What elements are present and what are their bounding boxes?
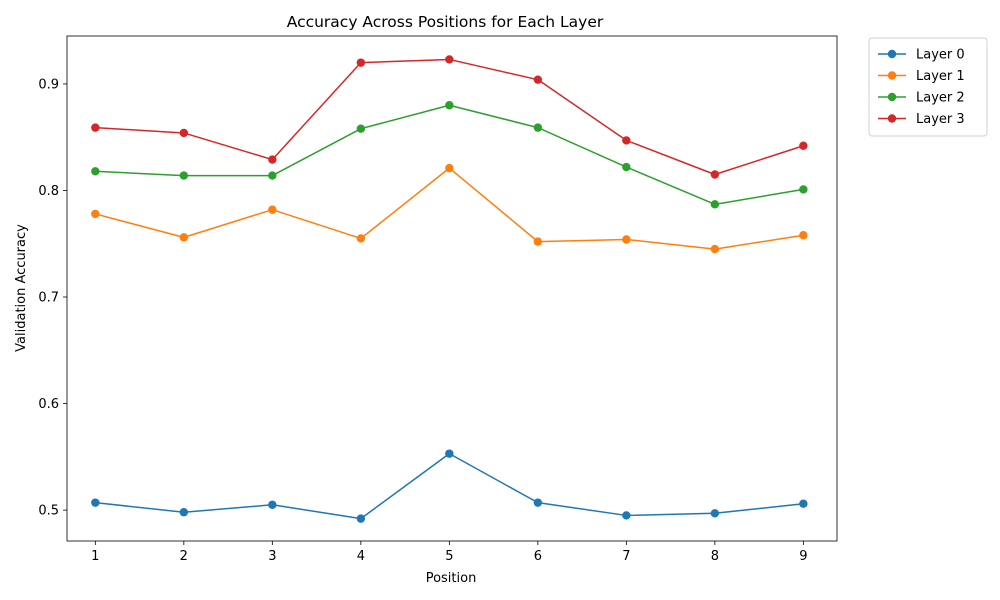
- data-point: [622, 511, 631, 520]
- legend-item: Layer 1: [878, 69, 965, 84]
- data-point: [799, 499, 808, 508]
- legend-swatch-marker: [887, 92, 897, 102]
- data-point: [179, 508, 189, 517]
- legend-swatch-marker: [887, 114, 897, 123]
- legend-box: [868, 37, 988, 137]
- legend-label: Layer 2: [916, 91, 965, 106]
- data-point: [533, 237, 543, 246]
- data-point: [268, 171, 277, 180]
- x-tick-label: 4: [357, 549, 365, 564]
- series-layer-0: [91, 449, 808, 523]
- data-point: [622, 136, 631, 145]
- x-tick-label: 1: [91, 549, 99, 564]
- data-point: [533, 75, 543, 84]
- legend-label: Layer 1: [916, 69, 965, 84]
- data-point: [445, 101, 454, 110]
- data-point: [356, 58, 366, 67]
- data-point: [445, 163, 454, 173]
- legend: Layer 0 Layer 1 Layer 2 Layer 3: [868, 37, 988, 137]
- series-layer-2: [91, 101, 808, 209]
- data-point: [799, 141, 808, 150]
- data-point: [91, 123, 100, 132]
- data-point: [91, 209, 100, 219]
- series-line: [95, 58, 804, 176]
- data-point: [710, 244, 720, 254]
- x-tick-label: 2: [180, 549, 188, 564]
- data-point: [533, 123, 543, 132]
- chart-title: Accuracy Across Positions for Each Layer: [287, 13, 604, 31]
- data-point: [179, 171, 189, 180]
- legend-label: Layer 3: [916, 112, 965, 127]
- x-tick-label: 3: [268, 549, 276, 564]
- x-axis-label: Position: [426, 571, 477, 586]
- series-line: [95, 104, 804, 206]
- data-point: [799, 231, 808, 240]
- data-point: [356, 234, 366, 243]
- data-point: [799, 185, 808, 194]
- data-point: [445, 449, 454, 458]
- legend-swatch-marker: [887, 49, 897, 59]
- y-axis-label: Validation Accuracy: [14, 224, 29, 352]
- series-layer-3: [91, 55, 808, 179]
- data-point: [445, 55, 454, 64]
- y-tick-label: 0.8: [38, 184, 59, 199]
- legend-item: Layer 2: [878, 91, 965, 106]
- y-tick-label: 0.6: [38, 397, 59, 412]
- x-axis: 1 2 3 4 5 6 7 8 9: [91, 541, 808, 564]
- data-point: [710, 170, 720, 179]
- data-point: [356, 124, 366, 133]
- data-point: [356, 514, 366, 523]
- data-point: [710, 509, 720, 518]
- series-line: [95, 452, 804, 520]
- y-tick-label: 0.7: [38, 291, 59, 306]
- x-tick-label: 6: [534, 549, 542, 564]
- x-tick-label: 7: [622, 549, 630, 564]
- legend-label: Layer 0: [916, 48, 965, 63]
- data-point: [179, 233, 189, 242]
- x-tick-label: 8: [711, 549, 719, 564]
- legend-item: Layer 0: [878, 48, 965, 63]
- x-tick-label: 5: [445, 549, 453, 564]
- data-point: [179, 128, 189, 138]
- data-point: [622, 162, 631, 172]
- data-point: [622, 235, 631, 244]
- series-line: [95, 167, 804, 250]
- plot-area: [66, 35, 838, 542]
- y-tick-label: 0.5: [38, 504, 59, 519]
- data-point: [268, 500, 277, 509]
- series-layer-1: [91, 163, 808, 254]
- y-axis: 0.5 0.6 0.7 0.8 0.9: [38, 77, 67, 519]
- legend-item: Layer 3: [878, 112, 965, 127]
- data-point: [268, 155, 277, 164]
- y-tick-label: 0.9: [38, 77, 59, 92]
- x-tick-label: 9: [799, 549, 807, 564]
- data-point: [268, 205, 277, 214]
- data-point: [91, 498, 100, 507]
- axes-frame: [66, 35, 838, 542]
- data-point: [533, 498, 543, 507]
- data-point: [710, 200, 720, 209]
- legend-swatch-marker: [887, 71, 897, 80]
- data-point: [91, 167, 100, 176]
